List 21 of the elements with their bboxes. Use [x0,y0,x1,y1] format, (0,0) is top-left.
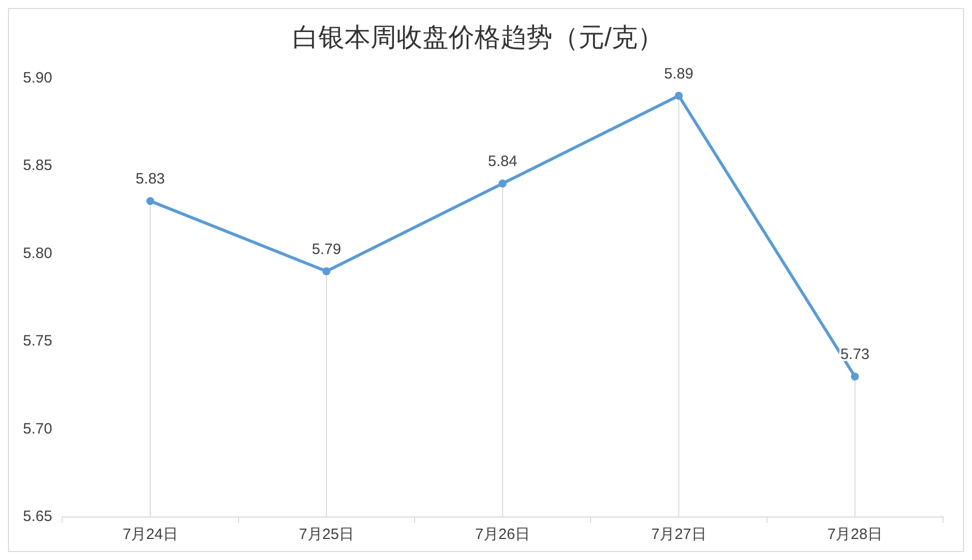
point [322,267,330,276]
data-label: 5.84 [488,153,518,170]
chart-title: 白银本周收盘价格趋势（元/克） [292,22,664,52]
data-label: 5.89 [664,65,694,82]
x-tick-label: 7月28日 [827,526,882,544]
y-tick-label: 5.80 [22,244,52,262]
y-tick-label: 5.90 [22,69,52,86]
x-tick-label: 7月27日 [651,526,706,544]
x-tick-label: 7月26日 [475,526,530,544]
data-label: 5.79 [312,240,342,258]
point [146,197,154,206]
y-tick-label: 5.70 [22,420,52,438]
point [674,92,683,100]
x-tick-label: 7月25日 [298,526,354,544]
x-tick-label: 7月24日 [122,526,178,544]
data-label: 5.83 [136,170,165,188]
y-tick-label: 5.65 [22,508,52,526]
point [850,372,859,381]
y-tick-label: 5.75 [22,332,52,350]
y-tick-label: 5.85 [22,157,52,174]
point [498,180,507,188]
